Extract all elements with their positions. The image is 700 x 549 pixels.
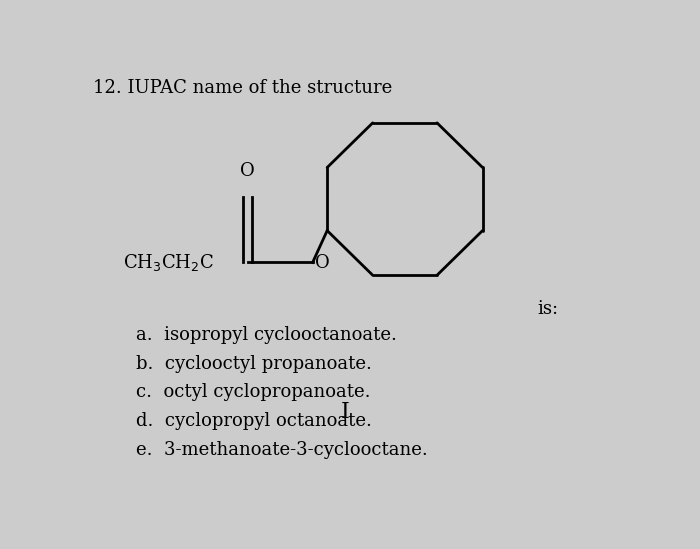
Text: I: I	[341, 401, 349, 423]
Text: e.  3-methanoate-3-cyclooctane.: e. 3-methanoate-3-cyclooctane.	[136, 441, 428, 459]
Text: d.  cyclopropyl octanoate.: d. cyclopropyl octanoate.	[136, 412, 372, 430]
Text: O: O	[315, 254, 330, 272]
Text: b.  cyclooctyl propanoate.: b. cyclooctyl propanoate.	[136, 355, 372, 373]
Text: c.  octyl cyclopropanoate.: c. octyl cyclopropanoate.	[136, 383, 371, 401]
Text: 12. IUPAC name of the structure: 12. IUPAC name of the structure	[93, 79, 392, 97]
Text: is:: is:	[538, 300, 559, 318]
Text: O: O	[240, 162, 255, 180]
Text: a.  isopropyl cyclooctanoate.: a. isopropyl cyclooctanoate.	[136, 326, 397, 344]
Text: CH$_3$CH$_2$C: CH$_3$CH$_2$C	[122, 252, 214, 273]
